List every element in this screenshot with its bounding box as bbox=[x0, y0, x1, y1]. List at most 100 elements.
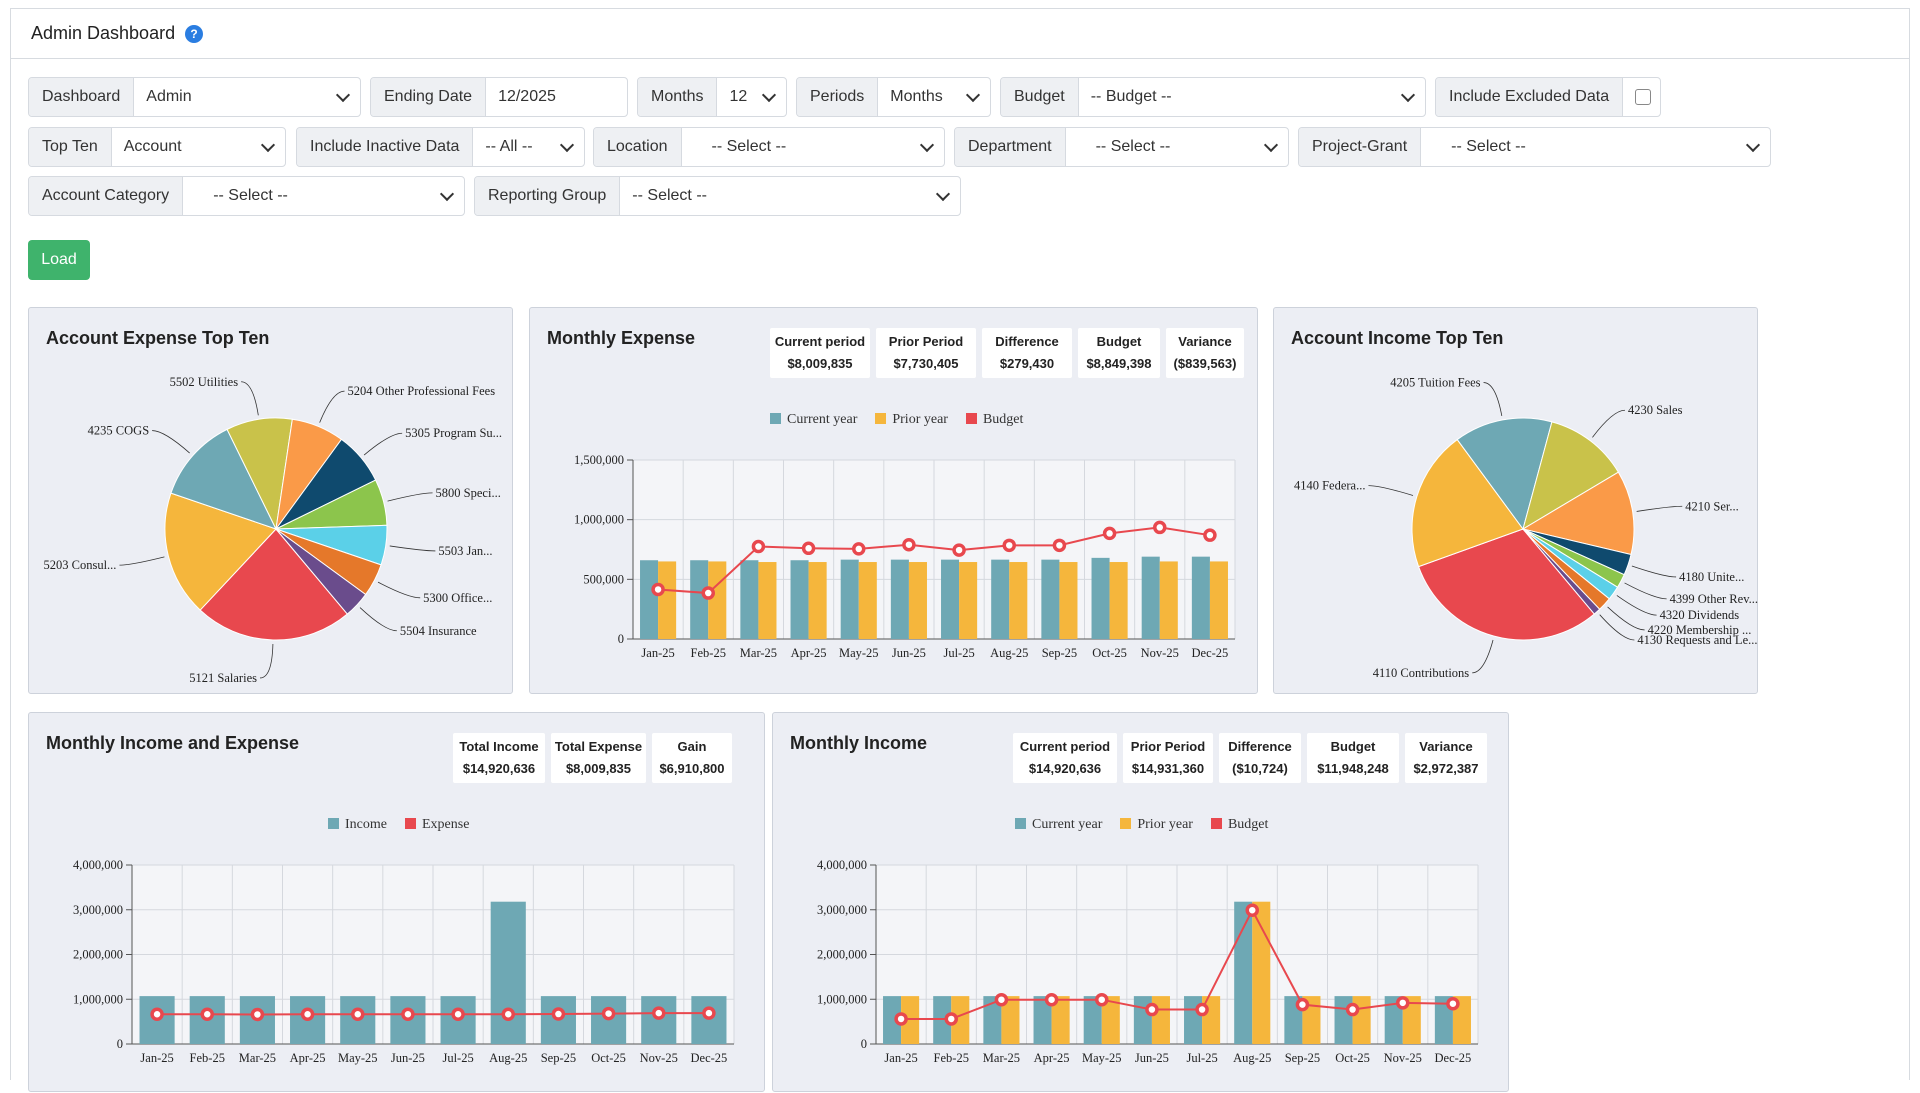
label-connector bbox=[363, 432, 403, 456]
card-title: Monthly Income bbox=[790, 733, 928, 753]
line-point bbox=[1102, 526, 1117, 541]
bar bbox=[1051, 996, 1070, 1044]
card-title: Monthly Income and Expense bbox=[46, 733, 300, 753]
bar bbox=[790, 560, 809, 639]
expense-pie-chart: 5121 Salaries 5203 Consul... 4235 COGS 5502… bbox=[44, 375, 503, 685]
label-connector bbox=[377, 581, 421, 599]
pie-label: 5204 Other Professional Fees bbox=[348, 384, 496, 398]
line-point bbox=[902, 537, 916, 552]
x-tick-label: Jun-25 bbox=[1135, 1051, 1169, 1065]
chart-legend: Current year Prior year Budget bbox=[770, 412, 1023, 428]
chart-legend: Income Expense bbox=[328, 817, 469, 833]
pie-label: 4320 Dividends bbox=[1660, 608, 1740, 622]
stat-label: Gain bbox=[677, 739, 707, 754]
load-button[interactable]: Load bbox=[28, 240, 90, 280]
line-point bbox=[994, 992, 1009, 1007]
project-grant-select[interactable]: -- Select -- bbox=[1421, 128, 1770, 166]
line-point bbox=[1396, 996, 1410, 1010]
x-tick-label: Aug-25 bbox=[990, 646, 1028, 660]
stat-label: Budget bbox=[1096, 334, 1142, 349]
bar bbox=[758, 562, 777, 639]
include-excluded-checkbox[interactable] bbox=[1635, 89, 1652, 105]
pie-label: 4130 Requests and Le... bbox=[1637, 633, 1757, 647]
line-point bbox=[701, 586, 715, 600]
bar bbox=[1059, 562, 1078, 639]
label-connector bbox=[152, 430, 190, 454]
months-select[interactable]: 12 bbox=[717, 78, 786, 116]
stat-box: Total Expense $8,009,835 bbox=[551, 733, 646, 783]
bar bbox=[908, 562, 927, 639]
budget-value: -- Budget -- bbox=[1090, 88, 1172, 105]
line-point bbox=[451, 1007, 465, 1021]
stat-value: $8,009,835 bbox=[787, 356, 853, 371]
x-tick-label: Apr-25 bbox=[791, 646, 827, 660]
bar bbox=[1209, 561, 1228, 639]
line-point bbox=[944, 1012, 958, 1026]
periods-select[interactable]: Months bbox=[878, 78, 990, 116]
y-tick-label: 3,000,000 bbox=[73, 903, 123, 917]
bar bbox=[983, 996, 1002, 1044]
budget-select[interactable]: -- Budget -- bbox=[1079, 78, 1425, 116]
label-connector bbox=[1592, 409, 1625, 438]
x-tick-label: Jun-25 bbox=[892, 646, 926, 660]
stat-box: Total Income $14,920,636 bbox=[453, 733, 545, 783]
stat-value: $8,849,398 bbox=[1086, 356, 1152, 371]
x-tick-label: Dec-25 bbox=[691, 1051, 728, 1065]
x-tick-label: Feb-25 bbox=[190, 1051, 225, 1065]
include-excluded-checkbox-wrap bbox=[1623, 78, 1660, 116]
bar bbox=[1041, 559, 1060, 639]
account-category-select[interactable]: -- Select -- bbox=[183, 177, 464, 215]
chevron-down-icon bbox=[335, 87, 351, 102]
stat-value: $7,730,405 bbox=[893, 356, 959, 371]
legend-label: Budget bbox=[1227, 817, 1269, 832]
pie-slice bbox=[199, 528, 349, 641]
x-tick-label: Apr-25 bbox=[290, 1051, 326, 1065]
line-point bbox=[652, 1006, 666, 1020]
pie-label: 4220 Membership ... bbox=[1648, 623, 1752, 637]
chart-legend: Current year Prior year Budget bbox=[1015, 817, 1268, 833]
line-point bbox=[952, 543, 966, 557]
include-excluded-filter: Include Excluded Data bbox=[1435, 77, 1661, 117]
line-point bbox=[852, 542, 866, 556]
help-icon[interactable]: ? bbox=[185, 24, 204, 43]
legend-item: Prior year bbox=[1120, 817, 1193, 833]
line-point bbox=[751, 539, 766, 554]
line-point bbox=[300, 1007, 315, 1021]
bar bbox=[708, 561, 727, 639]
reporting-group-select[interactable]: -- Select -- bbox=[620, 177, 960, 215]
bar bbox=[1101, 996, 1120, 1044]
ending-date-input[interactable]: 12/2025 bbox=[486, 78, 627, 116]
location-label: Location bbox=[594, 128, 682, 166]
stat-box: Difference $279,430 bbox=[982, 328, 1072, 378]
y-tick-label: 0 bbox=[861, 1037, 867, 1051]
legend-label: Expense bbox=[421, 817, 470, 832]
pie-label: 5121 Salaries bbox=[189, 671, 257, 685]
income-and-expense-card: Monthly Income and Expense Income Expens… bbox=[28, 712, 765, 1092]
bar bbox=[641, 996, 677, 1044]
bar bbox=[1159, 561, 1178, 639]
chevron-down-icon bbox=[439, 186, 455, 201]
bar bbox=[1151, 996, 1170, 1044]
reporting-group-value: -- Select -- bbox=[632, 187, 707, 204]
stat-box: Variance ($839,563) bbox=[1166, 328, 1244, 378]
chevron-down-icon bbox=[919, 137, 935, 152]
bar bbox=[941, 559, 960, 639]
x-tick-label: Sep-25 bbox=[1042, 646, 1077, 660]
top-ten-label: Top Ten bbox=[29, 128, 112, 166]
top-ten-select[interactable]: Account bbox=[112, 128, 285, 166]
y-tick-label: 4,000,000 bbox=[73, 858, 123, 872]
location-select[interactable]: -- Select -- bbox=[682, 128, 945, 166]
y-tick-label: 500,000 bbox=[583, 572, 624, 586]
stat-value: ($839,563) bbox=[1173, 356, 1237, 371]
label-connector bbox=[389, 545, 436, 552]
label-connector bbox=[1483, 382, 1503, 417]
include-inactive-select[interactable]: -- All -- bbox=[473, 128, 584, 166]
dashboard-select[interactable]: Admin bbox=[134, 78, 360, 116]
bar bbox=[640, 560, 659, 639]
stat-value: $8,009,835 bbox=[565, 761, 632, 776]
y-tick-label: 2,000,000 bbox=[817, 948, 867, 962]
label-connector bbox=[1368, 485, 1414, 496]
department-select[interactable]: -- Select -- bbox=[1066, 128, 1288, 166]
line-point bbox=[351, 1007, 365, 1021]
bar bbox=[690, 560, 709, 639]
